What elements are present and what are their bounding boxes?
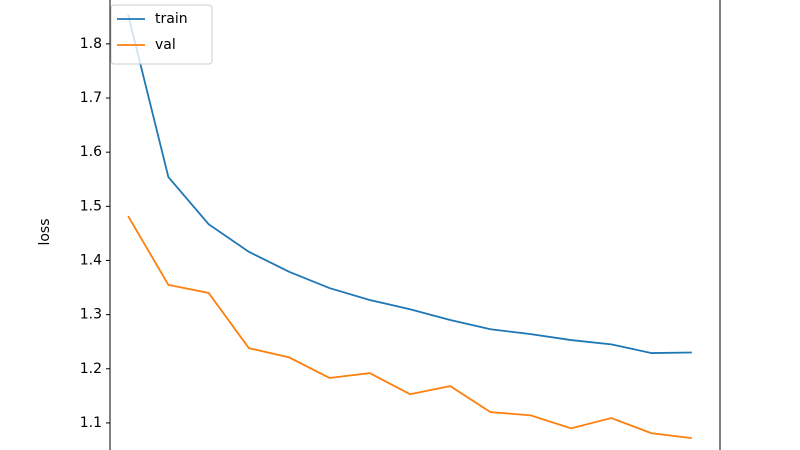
y-tick-label: 1.4 bbox=[80, 252, 102, 268]
y-tick-label: 1.3 bbox=[80, 307, 102, 323]
y-tick-label: 1.7 bbox=[80, 90, 102, 106]
y-tick-label: 1.6 bbox=[80, 144, 102, 160]
line-series bbox=[127, 215, 692, 439]
legend-label: val bbox=[155, 37, 176, 53]
legend-label: train bbox=[155, 11, 188, 27]
y-tick-label: 1.1 bbox=[80, 415, 102, 431]
y-axis-label: loss bbox=[37, 218, 53, 245]
y-tick-label: 1.8 bbox=[80, 36, 102, 52]
line-series bbox=[127, 14, 692, 354]
y-tick-label: 1.2 bbox=[80, 361, 102, 377]
y-tick-label: 1.5 bbox=[80, 198, 102, 214]
